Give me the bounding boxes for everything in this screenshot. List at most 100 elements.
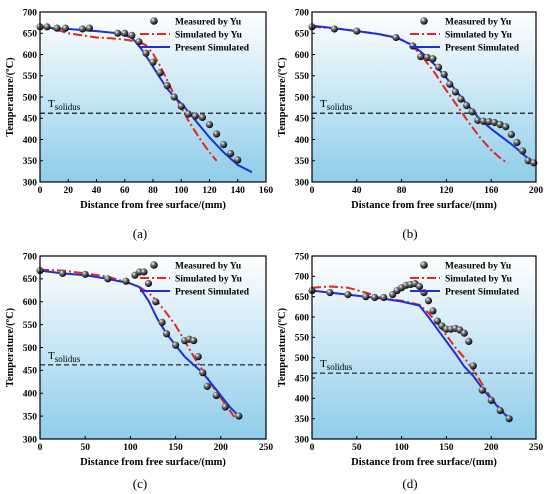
x-axis-label: Distance from free surface/(mm)	[80, 457, 226, 468]
measured-point	[330, 25, 338, 33]
measured-point	[220, 141, 228, 149]
y-tick-label: 650	[23, 275, 38, 285]
x-axis-label: Distance from free surface/(mm)	[80, 200, 226, 211]
measured-point	[474, 116, 482, 124]
present-series-line	[311, 24, 537, 166]
measured-point	[468, 108, 476, 116]
y-tick-label: 500	[295, 354, 310, 364]
measured-point	[212, 391, 220, 400]
measured-point	[505, 415, 513, 423]
measured-point	[485, 118, 493, 126]
measured-point	[212, 130, 221, 138]
solidus-label: Tsolidus	[320, 98, 353, 112]
x-tick-label: 150	[439, 443, 454, 453]
measured-point	[227, 149, 235, 158]
y-tick-label: 500	[295, 93, 310, 103]
x-tick-label: 250	[529, 443, 544, 453]
measured-point	[85, 24, 94, 32]
measured-point	[513, 138, 521, 147]
measured-point	[496, 121, 504, 129]
y-tick-label: 550	[23, 72, 38, 82]
solidus-subscript: solidus	[327, 102, 353, 112]
y-tick-label: 400	[295, 136, 310, 146]
measured-point	[61, 24, 70, 32]
legend-label-simulated: Simulated by Yu	[445, 30, 513, 40]
measured-point	[502, 123, 510, 131]
x-tick-label: 250	[259, 443, 274, 453]
y-tick-label: 700	[295, 273, 310, 283]
measured-point	[478, 386, 486, 394]
measured-point	[462, 101, 471, 110]
measured-point	[424, 297, 433, 305]
y-tick-label: 750	[295, 252, 310, 262]
measured-point	[380, 293, 388, 302]
y-tick-label: 450	[295, 115, 310, 125]
y-axis-label: Temperature/(ºC)	[277, 57, 288, 137]
measured-point	[423, 53, 431, 62]
y-tick-label: 650	[295, 30, 310, 40]
measured-point	[465, 337, 473, 345]
measured-point	[128, 31, 136, 39]
measured-point	[479, 117, 487, 125]
measured-point	[156, 69, 164, 77]
chart-panel: Tsolidus 0 20 40 60 80 100 120 140 160 300 350 400 45…	[5, 8, 273, 241]
y-tick-label: 550	[295, 72, 310, 82]
panel-label: (d)	[402, 476, 417, 491]
legend-label-measured: Measured by Yu	[445, 261, 512, 271]
y-tick-label: 700	[295, 8, 310, 18]
x-tick-label: 120	[202, 186, 217, 196]
measured-point	[122, 277, 130, 285]
panel-label: (b)	[402, 226, 417, 241]
x-tick-label: 80	[397, 186, 407, 196]
x-tick-label: 200	[214, 443, 229, 453]
measured-point	[135, 38, 143, 46]
y-tick-label: 600	[295, 51, 310, 61]
y-tick-label: 500	[23, 93, 38, 103]
measured-point	[221, 403, 229, 411]
x-tick-label: 0	[310, 443, 315, 453]
measured-point	[460, 329, 468, 337]
measured-point	[235, 412, 243, 420]
y-tick-label: 500	[23, 344, 38, 354]
measured-point	[487, 396, 495, 404]
x-tick-label: 140	[231, 186, 246, 196]
measured-point	[59, 269, 67, 277]
measured-point	[81, 270, 89, 278]
y-tick-label: 300	[295, 178, 310, 188]
y-tick-label: 600	[23, 298, 38, 308]
measured-point	[163, 81, 171, 90]
x-tick-label: 0	[38, 443, 43, 453]
y-tick-label: 300	[23, 435, 38, 445]
solidus-subscript: solidus	[327, 362, 353, 372]
x-axis-label: Distance from free surface/(mm)	[351, 200, 497, 211]
measured-point	[177, 102, 185, 110]
x-tick-label: 50	[80, 443, 90, 453]
measured-point	[142, 49, 150, 57]
measured-point	[205, 121, 214, 129]
legend-label-simulated: Simulated by Yu	[175, 30, 243, 40]
measured-point	[507, 130, 515, 138]
legend-label-simulated: Simulated by Yu	[445, 274, 513, 284]
legend-label-present: Present Simulated	[445, 287, 520, 297]
y-tick-label: 400	[295, 395, 310, 405]
measured-point	[53, 24, 61, 32]
legend-label-measured: Measured by Yu	[175, 17, 242, 27]
x-tick-label: 20	[64, 186, 74, 196]
measured-point	[234, 156, 242, 164]
measured-point	[152, 298, 160, 306]
measured-point	[326, 289, 334, 297]
measured-point	[184, 110, 192, 118]
legend-label-measured: Measured by Yu	[445, 17, 512, 27]
panel-label: (c)	[133, 476, 147, 491]
measured-point	[469, 362, 477, 370]
x-tick-label: 100	[123, 443, 138, 453]
legend-marker-measured	[150, 261, 158, 269]
legend-label-present: Present Simulated	[175, 43, 250, 53]
measured-point	[446, 80, 454, 88]
legend-marker-measured	[420, 17, 428, 25]
legend-marker-measured	[150, 17, 158, 25]
measured-point	[114, 29, 122, 37]
measured-point	[392, 33, 400, 42]
y-tick-label: 400	[23, 390, 38, 400]
